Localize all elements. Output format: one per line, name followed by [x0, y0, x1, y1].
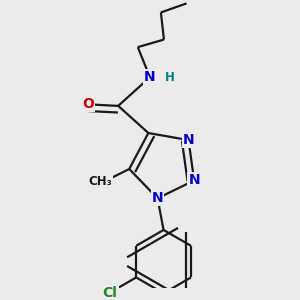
Text: CH₃: CH₃ — [89, 175, 112, 188]
Text: Cl: Cl — [103, 286, 118, 299]
Text: N: N — [188, 173, 200, 188]
Text: O: O — [82, 98, 94, 111]
Text: N: N — [183, 133, 194, 147]
Text: N: N — [152, 191, 164, 205]
Text: N: N — [144, 70, 156, 84]
Text: H: H — [164, 71, 174, 84]
